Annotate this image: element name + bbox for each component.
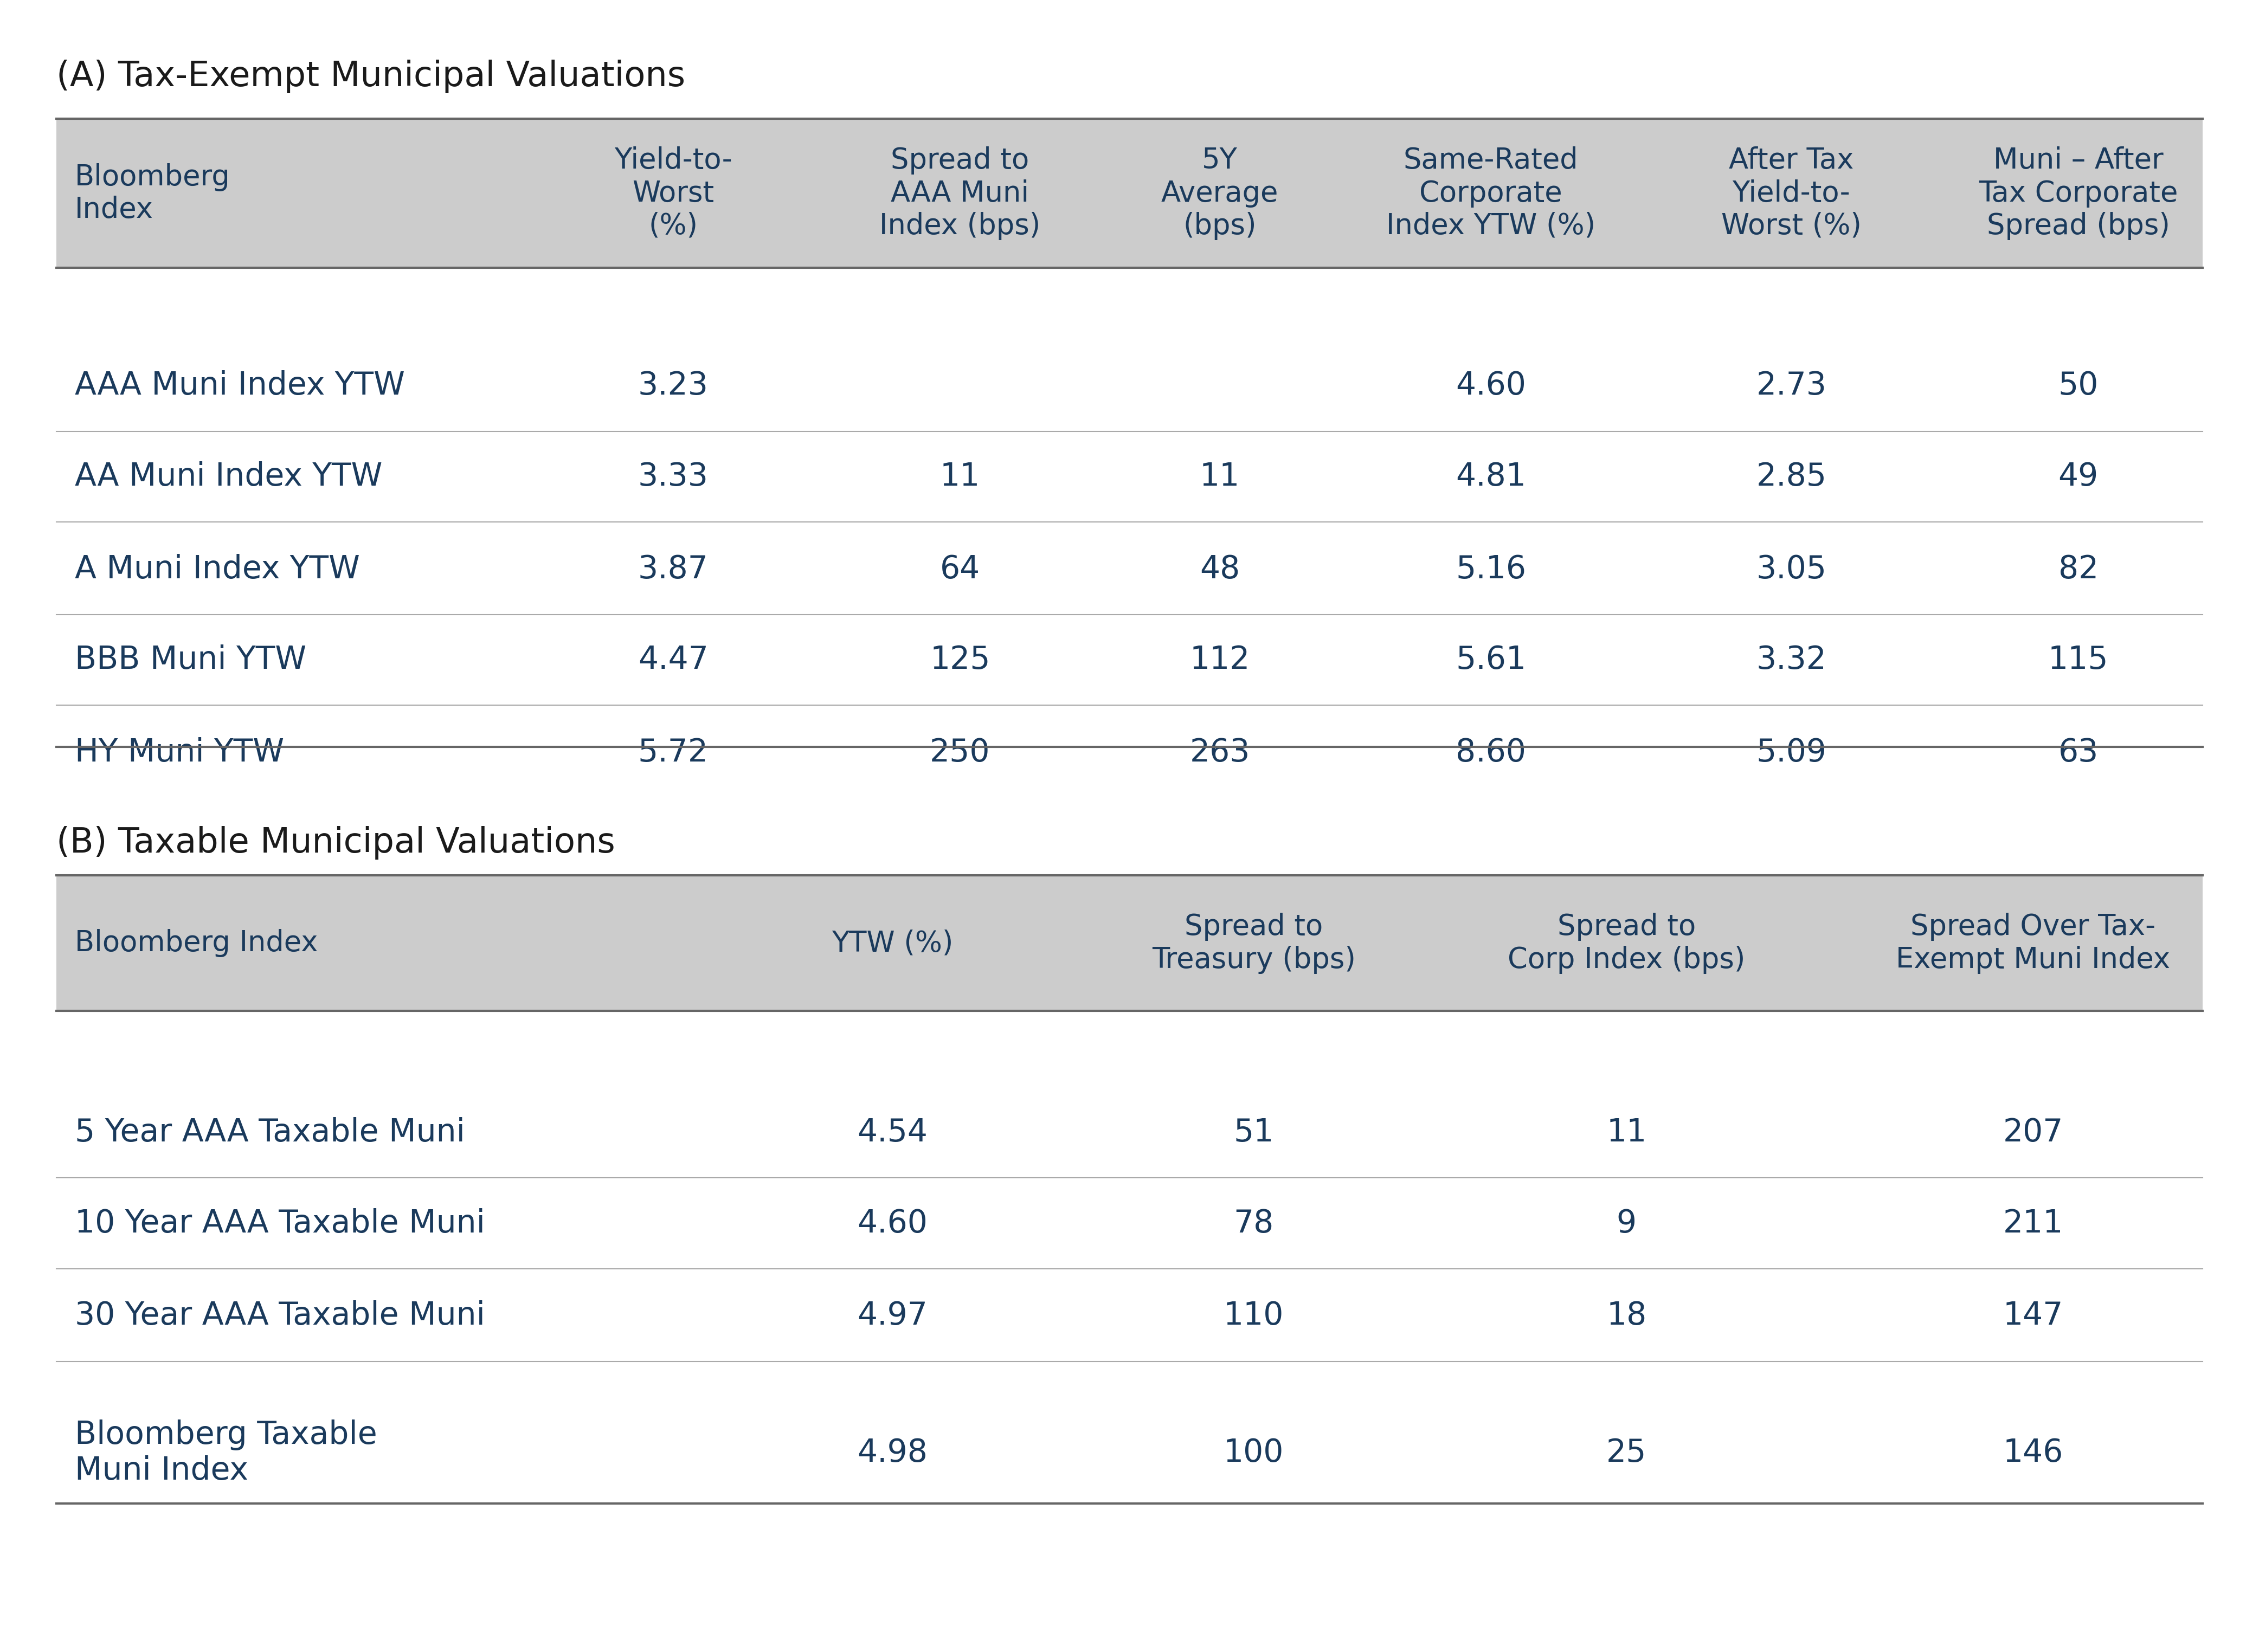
Text: 25: 25 (1606, 1437, 1647, 1469)
Text: 4.97: 4.97 (856, 1300, 928, 1332)
Text: Bloomberg Index: Bloomberg Index (75, 928, 319, 958)
Text: 18: 18 (1606, 1300, 1647, 1332)
Bar (56, 876, 2203, 1011)
Bar (56, 119, 2203, 268)
Text: 9: 9 (1617, 1208, 1636, 1239)
Text: 3.05: 3.05 (1755, 553, 1828, 585)
Text: (B) Taxable Municipal Valuations: (B) Taxable Municipal Valuations (56, 826, 614, 859)
Text: (A) Tax-Exempt Municipal Valuations: (A) Tax-Exempt Municipal Valuations (56, 59, 684, 93)
Text: 2.85: 2.85 (1755, 461, 1828, 492)
Text: 2.73: 2.73 (1755, 370, 1828, 401)
Text: Spread Over Tax-
Exempt Muni Index: Spread Over Tax- Exempt Muni Index (1895, 914, 2171, 973)
Text: 5.72: 5.72 (637, 737, 709, 768)
Text: 100: 100 (1224, 1437, 1283, 1469)
Text: 30 Year AAA Taxable Muni: 30 Year AAA Taxable Muni (75, 1300, 486, 1332)
Text: 5.16: 5.16 (1455, 553, 1527, 585)
Text: 4.98: 4.98 (856, 1437, 928, 1469)
Text: 3.23: 3.23 (637, 370, 709, 401)
Text: 211: 211 (2004, 1208, 2062, 1239)
Text: 263: 263 (1190, 737, 1249, 768)
Text: 82: 82 (2058, 553, 2099, 585)
Text: 4.60: 4.60 (1455, 370, 1527, 401)
Text: 50: 50 (2058, 370, 2099, 401)
Text: A Muni Index YTW: A Muni Index YTW (75, 553, 359, 585)
Text: 5 Year AAA Taxable Muni: 5 Year AAA Taxable Muni (75, 1117, 465, 1148)
Text: AA Muni Index YTW: AA Muni Index YTW (75, 461, 382, 492)
Text: Spread to
Treasury (bps): Spread to Treasury (bps) (1152, 914, 1355, 973)
Text: 8.60: 8.60 (1455, 737, 1527, 768)
Text: 250: 250 (931, 737, 989, 768)
Text: 78: 78 (1233, 1208, 1274, 1239)
Text: 11: 11 (1200, 461, 1240, 492)
Text: HY Muni YTW: HY Muni YTW (75, 737, 285, 768)
Text: 110: 110 (1224, 1300, 1283, 1332)
Text: After Tax
Yield-to-
Worst (%): After Tax Yield-to- Worst (%) (1721, 147, 1861, 240)
Text: 5.09: 5.09 (1755, 737, 1828, 768)
Text: Spread to
Corp Index (bps): Spread to Corp Index (bps) (1507, 914, 1746, 973)
Text: 4.60: 4.60 (856, 1208, 928, 1239)
Text: 11: 11 (1606, 1117, 1647, 1148)
Text: Yield-to-
Worst
(%): Yield-to- Worst (%) (614, 147, 732, 240)
Text: 49: 49 (2058, 461, 2099, 492)
Text: BBB Muni YTW: BBB Muni YTW (75, 644, 307, 676)
Text: 4.81: 4.81 (1455, 461, 1527, 492)
Text: 125: 125 (931, 644, 989, 676)
Text: Bloomberg
Index: Bloomberg Index (75, 164, 230, 223)
Text: Bloomberg Taxable
Muni Index: Bloomberg Taxable Muni Index (75, 1419, 377, 1487)
Text: Same-Rated
Corporate
Index YTW (%): Same-Rated Corporate Index YTW (%) (1387, 147, 1595, 240)
Text: 64: 64 (940, 553, 980, 585)
Text: 5Y
Average
(bps): 5Y Average (bps) (1161, 147, 1279, 240)
Text: 3.87: 3.87 (637, 553, 709, 585)
Text: AAA Muni Index YTW: AAA Muni Index YTW (75, 370, 404, 401)
Text: Muni – After
Tax Corporate
Spread (bps): Muni – After Tax Corporate Spread (bps) (1979, 147, 2178, 240)
Text: 48: 48 (1200, 553, 1240, 585)
Text: 115: 115 (2049, 644, 2108, 676)
Text: 146: 146 (2004, 1437, 2062, 1469)
Text: 10 Year AAA Taxable Muni: 10 Year AAA Taxable Muni (75, 1208, 486, 1239)
Text: 51: 51 (1233, 1117, 1274, 1148)
Text: 11: 11 (940, 461, 980, 492)
Text: 5.61: 5.61 (1455, 644, 1527, 676)
Text: 63: 63 (2058, 737, 2099, 768)
Text: Spread to
AAA Muni
Index (bps): Spread to AAA Muni Index (bps) (879, 147, 1041, 240)
Text: 4.47: 4.47 (637, 644, 709, 676)
Text: 3.33: 3.33 (637, 461, 709, 492)
Text: 112: 112 (1190, 644, 1249, 676)
Text: 4.54: 4.54 (856, 1117, 928, 1148)
Text: 207: 207 (2004, 1117, 2062, 1148)
Text: 3.32: 3.32 (1755, 644, 1828, 676)
Text: YTW (%): YTW (%) (831, 928, 953, 958)
Text: 147: 147 (2004, 1300, 2062, 1332)
